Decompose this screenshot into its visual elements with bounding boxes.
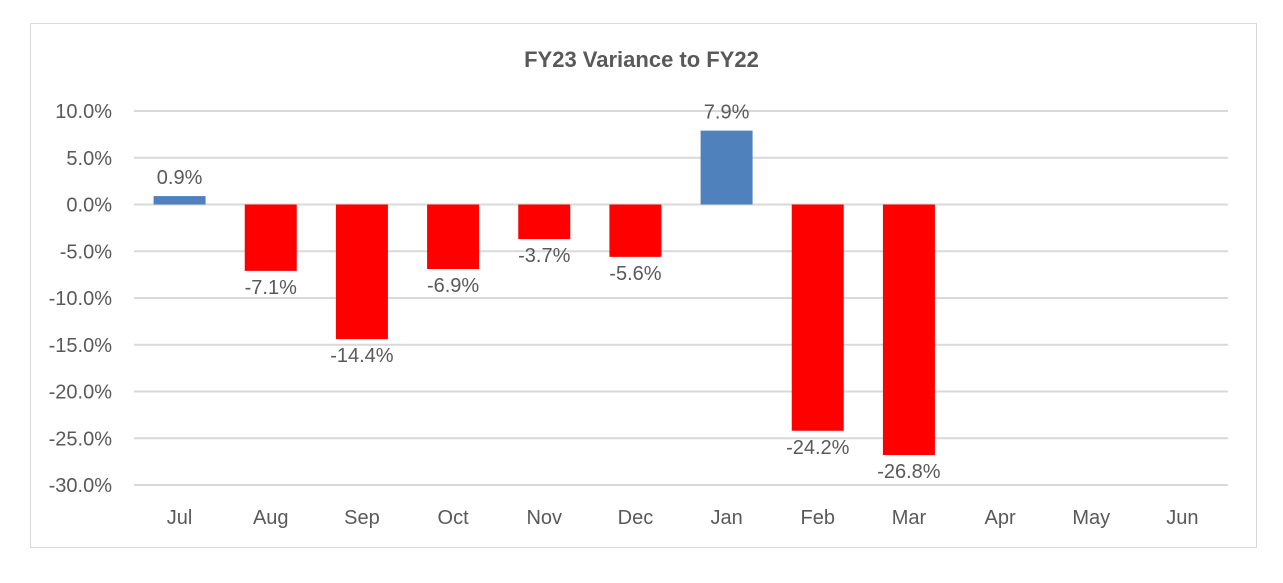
y-tick-label: 10.0% xyxy=(55,101,112,123)
x-tick-label: Apr xyxy=(985,507,1016,529)
x-tick-label: Mar xyxy=(892,507,927,529)
data-label: -26.8% xyxy=(877,461,941,483)
x-tick-label: Oct xyxy=(438,507,470,529)
y-tick-label: 0.0% xyxy=(66,195,112,217)
data-label: -7.1% xyxy=(245,277,297,299)
x-tick-label: Jun xyxy=(1166,507,1198,529)
bar xyxy=(335,204,388,340)
bar xyxy=(427,204,480,270)
x-tick-label: Jul xyxy=(167,507,193,529)
x-tick-label: Sep xyxy=(344,507,380,529)
bar xyxy=(153,196,206,205)
y-tick-label: -10.0% xyxy=(49,288,113,310)
x-tick-label: Dec xyxy=(618,507,654,529)
data-label: -14.4% xyxy=(330,345,394,367)
bar xyxy=(244,204,297,271)
chart-title: FY23 Variance to FY22 xyxy=(524,47,759,72)
x-tick-label: May xyxy=(1072,507,1110,529)
y-tick-label: -5.0% xyxy=(60,241,112,263)
data-label: -24.2% xyxy=(786,437,850,459)
data-label: 7.9% xyxy=(704,102,750,124)
y-tick-label: -25.0% xyxy=(49,428,113,450)
y-tick-label: -30.0% xyxy=(49,475,113,497)
data-label: -5.6% xyxy=(609,263,661,285)
x-tick-label: Nov xyxy=(526,507,562,529)
x-tick-label: Feb xyxy=(801,507,835,529)
y-tick-label: -20.0% xyxy=(49,382,113,404)
bar xyxy=(609,204,662,257)
bar xyxy=(791,204,844,431)
chart-frame xyxy=(30,23,1257,548)
bar xyxy=(882,204,935,456)
data-label: -6.9% xyxy=(427,275,479,297)
bar xyxy=(700,130,753,205)
bar xyxy=(518,204,571,240)
data-label: 0.9% xyxy=(157,167,203,189)
y-tick-label: 5.0% xyxy=(66,148,112,170)
x-tick-label: Aug xyxy=(253,507,289,529)
x-tick-label: Jan xyxy=(710,507,742,529)
y-tick-label: -15.0% xyxy=(49,335,113,357)
data-label: -3.7% xyxy=(518,245,570,267)
